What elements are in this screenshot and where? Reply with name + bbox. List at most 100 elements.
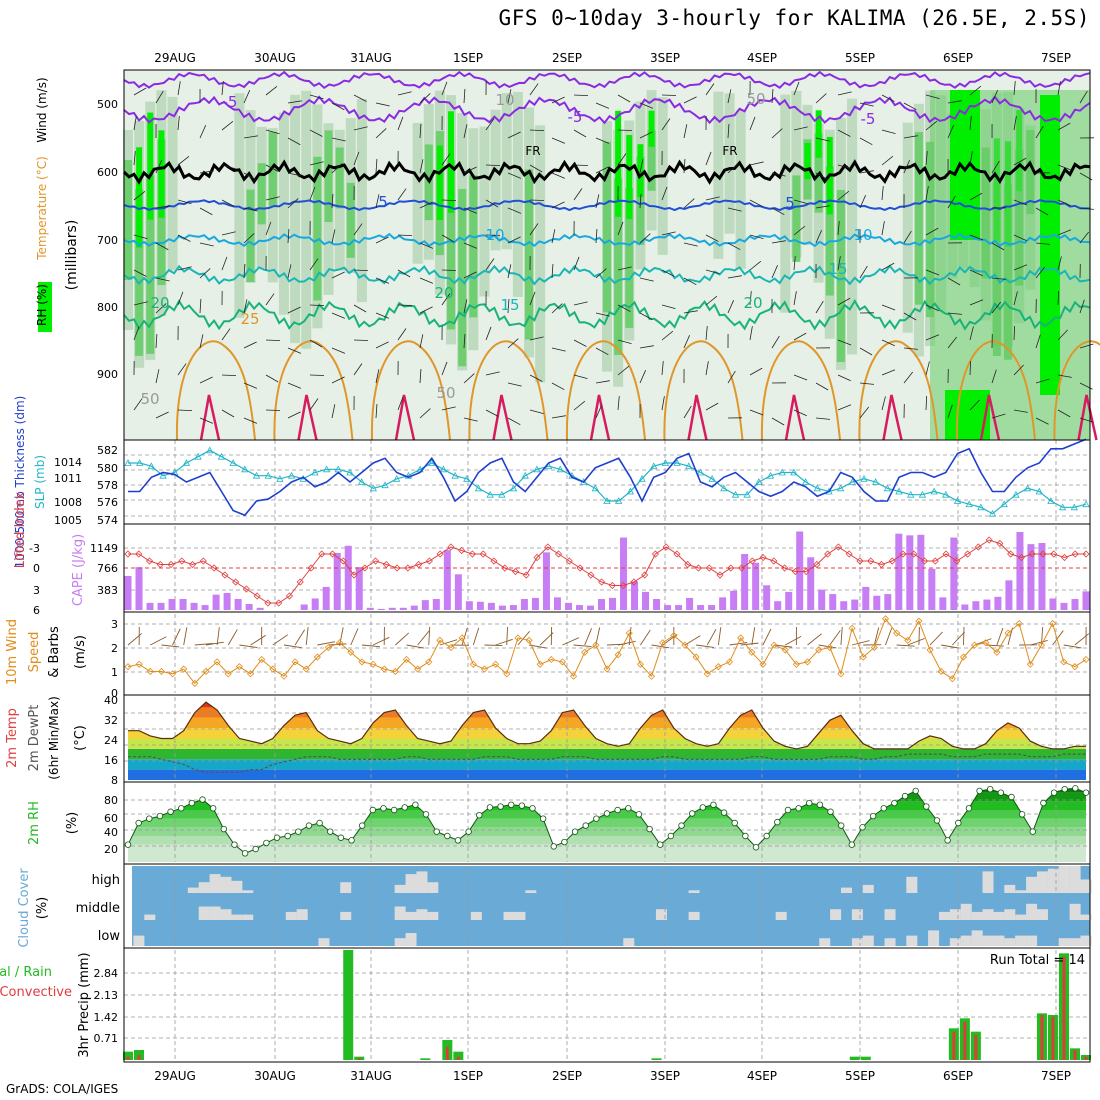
rh-marker [550,843,557,850]
slp-marker [498,490,506,498]
wind-barb [727,207,742,212]
wind-barb [793,332,807,341]
cape-bar [873,595,881,610]
rh-mid-cell [479,126,490,297]
lifted-index-marker [802,567,810,576]
wind-barb [903,102,917,111]
precip-total-bar [354,1056,365,1060]
wind-barb [705,361,709,376]
cloud-cell-middle [416,909,428,920]
rh-marker [476,812,483,819]
wind-barb [551,347,566,352]
lifted-index-marker [533,553,541,562]
rh-band [128,836,1086,845]
wind-barb [551,382,565,391]
wind-barb [815,230,822,244]
wind-speed-marker [893,629,901,637]
rh-mid-cell [412,122,423,264]
contour-label: 5 [785,194,795,212]
wind-barb [1013,264,1028,271]
lifted-index-marker [544,543,552,551]
rh-marker [178,805,185,812]
wind-barb [996,627,1004,646]
lifted-index-marker [1071,550,1079,558]
precip-convective-bar [974,1035,978,1060]
wind-barb [1035,242,1050,245]
rh-marker [444,832,451,840]
cloud-cell-middle [470,911,482,920]
wind-barb [991,160,1000,174]
cloud-cell-low [982,935,994,946]
rh-dark-cell [124,160,132,280]
precip-convective-bar [445,1046,449,1060]
wind-barb [683,124,688,139]
wind-barb [617,304,631,312]
cloud-level-label: low [98,929,121,944]
wind-speed-marker [659,639,667,647]
lifted-index-marker [199,557,207,565]
cloud-cell-middle [144,914,156,920]
wind-barb [331,194,334,209]
precip-convective-bar [137,1055,141,1060]
date-label-bottom: 1SEP [453,1069,483,1083]
cloud-cell-low [405,933,417,946]
wind-barb [727,124,730,139]
wind-barb [749,161,764,166]
precip-total-bar [849,1056,860,1060]
cape-bar [906,535,914,610]
cape-bar [421,600,429,610]
wind-barb [661,396,665,411]
wind-barb [507,89,512,104]
temp-band [128,759,1086,770]
wind-barb [751,627,756,646]
lifted-index-marker [382,560,390,569]
rh-marker [369,806,377,814]
wind-barb [969,360,972,376]
date-label-top: 7SEP [1041,51,1071,65]
slp-marker [650,462,658,470]
cape-bar [157,602,165,610]
wind-speed-marker [792,660,800,668]
wind-barb [221,374,237,377]
wind-barb [793,291,797,306]
slp-marker [381,481,389,489]
wind-barb [651,644,670,649]
cloud-cell-high [340,882,352,893]
rh-key-swatch [38,282,52,332]
cloud-cell-middle [405,911,417,920]
wind-barb [507,299,510,314]
slp-marker [942,490,950,498]
lifted-index-marker [985,536,993,544]
cape-bar [950,537,958,610]
wind-barb [617,396,620,411]
wind-axis-label-a: 10m Wind [5,619,20,685]
lifted-index-marker [361,564,369,572]
wind-speed-marker [647,672,656,680]
wind-barb [417,630,430,646]
wind-barb [740,642,759,646]
slp-marker [206,446,214,454]
lifted-index-marker [554,550,563,558]
contour-25 [760,340,841,441]
cloud-cell-high [405,874,417,893]
cloud-cell-high [1058,866,1070,893]
cape-bar [631,581,639,610]
rh-marker [295,828,302,835]
wind-barb [881,304,896,311]
panel-frame [123,947,1091,1063]
rh-marker [933,817,941,824]
wind-barb [397,91,412,96]
date-label-bottom: 7SEP [1041,1069,1071,1083]
rh-mid-cell [735,110,746,269]
cloud-cell-high [1036,871,1048,893]
wind-barb [287,306,301,314]
wind-barb [793,81,800,96]
wind-barb [133,326,140,341]
wind-barb [243,382,258,389]
rh-bright-block [1040,95,1060,395]
wind-barb [194,642,213,646]
wind-barb [771,335,780,349]
wind-barb [441,406,456,411]
wind-speed-marker [336,639,344,647]
precip-convective-bar [952,1031,956,1060]
